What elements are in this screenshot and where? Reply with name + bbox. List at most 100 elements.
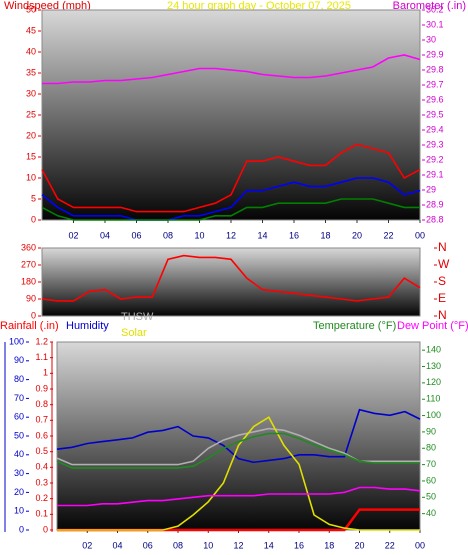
x-tick-label: 04	[112, 540, 122, 550]
y2-tick-label: 70	[426, 459, 436, 469]
y2-tick-label: 30.2	[426, 4, 444, 14]
y2-tick-label: E	[438, 291, 446, 305]
y3-tick-label: 0	[43, 524, 48, 534]
y2-tick-label: 60	[426, 475, 436, 485]
plot-area	[41, 247, 421, 317]
chart-title: 24 hour graph day - October 07, 2025	[167, 0, 351, 12]
y2-tick-label: 130	[426, 361, 441, 371]
x-tick-label: 16	[294, 540, 304, 550]
x-tick-label: 00	[415, 230, 425, 240]
y-tick-label: 20	[14, 487, 24, 497]
x-tick-label: 10	[203, 540, 213, 550]
y2-tick-label: 29.1	[426, 169, 444, 179]
y2-tick-label: 100	[426, 410, 441, 420]
y-tick-label: 15	[26, 151, 36, 161]
y2-tick-label: 29	[426, 184, 436, 194]
y-tick-label: 360	[21, 242, 36, 252]
y2-tick-label: 29.9	[426, 49, 444, 59]
y2-tick-label: N	[438, 308, 447, 322]
y2-tick-label: 30.1	[426, 19, 444, 29]
y-tick-label: 10	[14, 506, 24, 516]
y-tick-label: 45	[26, 25, 36, 35]
y3-tick-label: 0.5	[35, 446, 48, 456]
barometer-axis-title: Barometer (.in)	[393, 0, 466, 12]
y2-tick-label: 29.5	[426, 109, 444, 119]
x-tick-label: 06	[131, 230, 141, 240]
y3-tick-label: 0.6	[35, 430, 48, 440]
y2-tick-label: 50	[426, 492, 436, 502]
y-tick-label: 270	[21, 259, 36, 269]
y2-tick-label: 28.8	[426, 214, 444, 224]
x-tick-label: 12	[233, 540, 243, 550]
plot-area	[41, 9, 421, 221]
x-tick-label: 20	[352, 230, 362, 240]
x-tick-label: 08	[163, 230, 173, 240]
x-tick-label: 20	[354, 540, 364, 550]
y-tick-label: 60	[14, 412, 24, 422]
y3-tick-label: 0.8	[35, 399, 48, 409]
series-label: Rainfall (.in)	[0, 320, 59, 332]
series-line	[41, 254, 421, 302]
series-line	[56, 408, 421, 464]
x-tick-label: 02	[68, 230, 78, 240]
y-tick-label: 0	[19, 524, 24, 534]
y2-tick-label: 29.6	[426, 94, 444, 104]
y-tick-label: 20	[26, 130, 36, 140]
y2-tick-label: 40	[426, 508, 436, 518]
series-label: THSW	[121, 311, 154, 323]
x-tick-label: 00	[415, 540, 425, 550]
series-line	[41, 198, 420, 221]
y2-tick-label: 90	[426, 426, 436, 436]
y2-tick-label: 120	[426, 377, 441, 387]
y-tick-label: 25	[26, 109, 36, 119]
y-tick-label: 0	[31, 310, 36, 320]
y2-tick-label: 29.3	[426, 139, 444, 149]
x-tick-label: 08	[173, 540, 183, 550]
y2-tick-label: 29.2	[426, 154, 444, 164]
y-tick-label: 40	[14, 449, 24, 459]
y-tick-label: 35	[26, 67, 36, 77]
y3-tick-label: 0.7	[35, 415, 48, 425]
series-line	[42, 54, 421, 85]
y3-tick-label: 0.1	[35, 509, 48, 519]
y2-tick-label: 29.7	[426, 79, 444, 89]
series-line	[41, 143, 421, 213]
series-label: Dew Point (°F)	[397, 320, 468, 332]
y-tick-label: 90	[14, 355, 24, 365]
y-tick-label: 10	[26, 172, 36, 182]
x-tick-label: 10	[194, 230, 204, 240]
y3-tick-label: 0.9	[35, 383, 48, 393]
y3-tick-label: 0.2	[35, 493, 48, 503]
x-tick-label: 14	[257, 230, 267, 240]
x-tick-label: 02	[82, 540, 92, 550]
y-tick-label: 0	[31, 214, 36, 224]
y2-tick-label: 28.9	[426, 199, 444, 209]
y2-tick-label: S	[438, 274, 446, 288]
y2-tick-label: 29.8	[426, 64, 444, 74]
x-tick-label: 18	[320, 230, 330, 240]
y-tick-label: 100	[9, 336, 24, 346]
wind-axis-title: Windspeed (mph)	[4, 0, 91, 12]
y2-tick-label: 30	[426, 34, 436, 44]
x-tick-label: 06	[143, 540, 153, 550]
y2-tick-label: 140	[426, 345, 441, 355]
y3-tick-label: 1	[43, 368, 48, 378]
series-label: Solar	[121, 327, 147, 339]
y-tick-label: 40	[26, 46, 36, 56]
x-tick-label: 16	[289, 230, 299, 240]
y3-tick-label: 1.2	[35, 336, 48, 346]
series-line	[56, 432, 420, 469]
series-label: Humidity	[66, 320, 109, 332]
y-tick-label: 70	[14, 393, 24, 403]
y2-tick-label: W	[438, 257, 450, 271]
y3-tick-label: 1.1	[35, 352, 48, 362]
y2-tick-label: N	[438, 240, 447, 254]
y-tick-label: 90	[26, 293, 36, 303]
x-tick-label: 22	[383, 230, 393, 240]
y2-tick-label: 29.4	[426, 124, 444, 134]
y-tick-label: 180	[21, 276, 36, 286]
y-tick-label: 5	[31, 193, 36, 203]
y-tick-label: 80	[14, 374, 24, 384]
y2-tick-label: 110	[426, 394, 440, 404]
